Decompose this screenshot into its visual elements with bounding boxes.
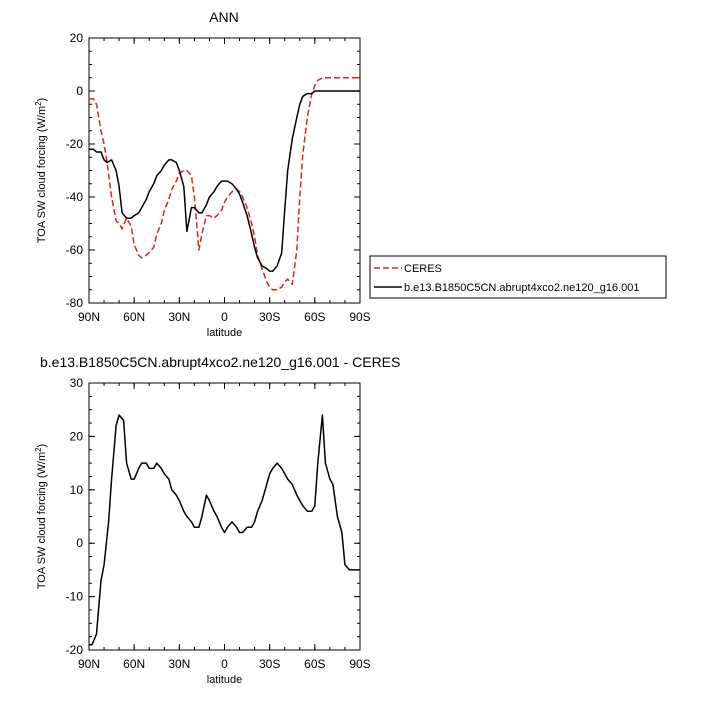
top-x-tick-label: 30N xyxy=(168,310,190,324)
bottom-y-axis-label-main: TOA SW cloud forcing (W/m xyxy=(36,452,48,589)
legend-label-1: CERES xyxy=(404,263,442,275)
bottom-difference-line-chart: 90N 60N 30N 0 30S 60S 90S 30 20 10 0 -10 -20 b.e13.B1… xyxy=(34,354,400,686)
legend-label-2: b.e13.B1850C5CN.abrupt4xco2.ne120_g16.00… xyxy=(404,282,639,294)
bottom-x-axis-label: latitude xyxy=(207,674,242,686)
top-y-axis-label: TOA SW cloud forcing (W/m2) xyxy=(34,98,48,243)
bottom-x-tick-label: 60N xyxy=(123,657,145,671)
top-x-axis-label: latitude xyxy=(207,327,242,339)
top-chart-title: ANN xyxy=(209,9,239,25)
top-x-tick-label: 90S xyxy=(349,310,370,324)
bottom-y-axis-label-tail: ) xyxy=(36,444,48,448)
top-plot-frame xyxy=(88,37,361,304)
top-chart-legend: CERES b.e13.B1850C5CN.abrupt4xco2.ne120_g… xyxy=(369,255,667,299)
top-series-line-2 xyxy=(89,90,360,272)
legend-box xyxy=(369,255,667,299)
top-y-tick-label: 0 xyxy=(76,84,83,98)
top-x-tick-label: 60N xyxy=(123,310,145,324)
top-y-tick-label: -60 xyxy=(66,243,84,257)
bottom-x-tick-label: 90S xyxy=(349,657,370,671)
bottom-y-tick-label: 20 xyxy=(70,429,84,443)
top-x-tick-label: 60S xyxy=(304,310,325,324)
bottom-y-tick-label: 10 xyxy=(70,483,84,497)
top-y-axis-label-tail: ) xyxy=(36,98,48,102)
top-x-tick-label: 0 xyxy=(221,310,228,324)
bottom-x-tick-label: 60S xyxy=(304,657,325,671)
bottom-x-tick-label: 30N xyxy=(168,657,190,671)
top-line-chart: 90N 60N 30N 0 30S 60S 90S 20 0 -20 -40 -60 -80 ANN lat… xyxy=(34,9,371,339)
top-series-line-1 xyxy=(89,77,360,291)
bottom-chart-title: b.e13.B1850C5CN.abrupt4xco2.ne120_g16.00… xyxy=(40,354,400,370)
top-y-tick-label: 20 xyxy=(70,31,84,45)
bottom-series-line-1 xyxy=(89,414,360,646)
bottom-y-tick-label: 0 xyxy=(76,536,83,550)
top-x-tick-label: 30S xyxy=(259,310,280,324)
top-x-tick-label: 90N xyxy=(78,310,100,324)
bottom-y-axis-label-sup: 2 xyxy=(34,447,43,452)
bottom-y-axis-label: TOA SW cloud forcing (W/m2) xyxy=(34,444,48,589)
bottom-x-tick-label: 90N xyxy=(78,657,100,671)
bottom-x-tick-label: 0 xyxy=(221,657,228,671)
top-y-axis-label-main: TOA SW cloud forcing (W/m xyxy=(36,106,48,243)
bottom-plot-frame xyxy=(88,382,361,651)
bottom-x-tick-label: 30S xyxy=(259,657,280,671)
top-y-tick-label: -40 xyxy=(66,190,84,204)
bottom-y-tick-label: -10 xyxy=(66,590,84,604)
top-y-tick-label: -20 xyxy=(66,137,84,151)
top-y-tick-label: -80 xyxy=(66,296,84,310)
bottom-y-tick-label: 30 xyxy=(70,376,84,390)
bottom-y-tick-label: -20 xyxy=(66,643,84,657)
top-y-axis-label-sup: 2 xyxy=(34,101,43,106)
